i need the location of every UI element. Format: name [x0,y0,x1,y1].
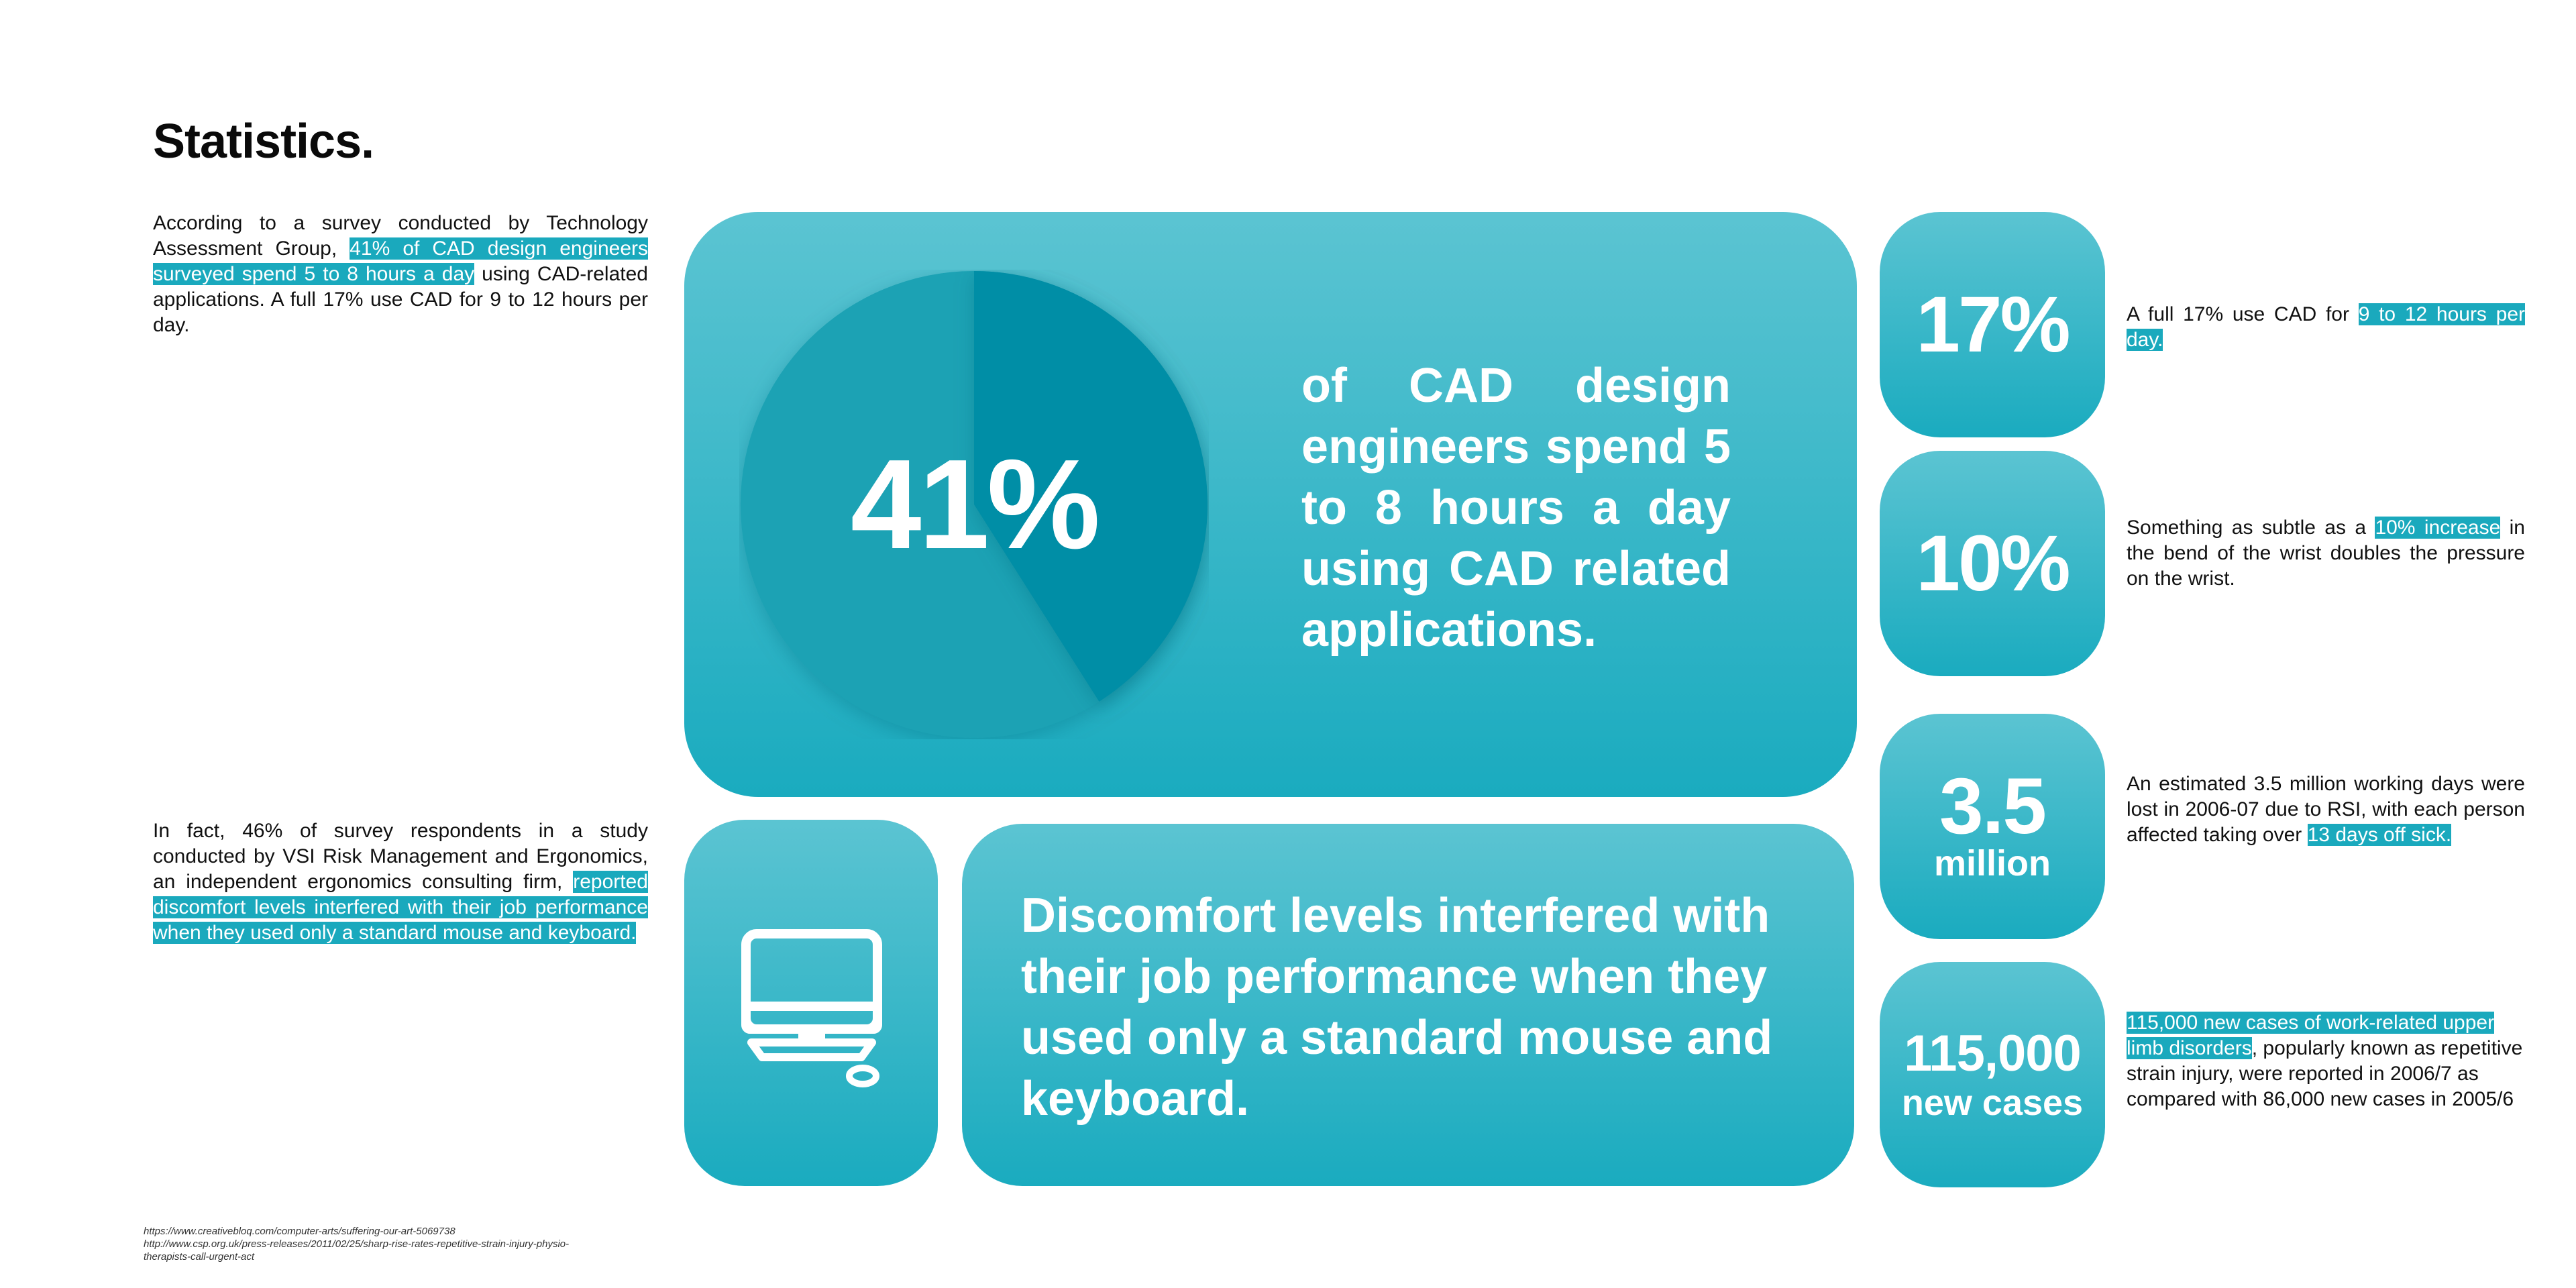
computer-card [684,820,938,1186]
intro-text: According to a survey conducted by Techn… [153,212,648,260]
intro-paragraph: According to a survey conducted by Techn… [153,211,648,338]
stat-10-highlight: 10% increase [2375,517,2501,539]
source-link: http://www.csp.org.uk/press-releases/201… [144,1238,570,1250]
pie-highlight-slice [974,271,1208,702]
pie-chart [741,271,1208,738]
stat-value: 115,000 [1904,1025,2082,1082]
discomfort-card [962,824,1854,1186]
stat-card-115000: 115,000 new cases [1880,962,2105,1187]
stat-3-5-highlight: 13 days off sick. [2307,824,2452,846]
stat-unit: new cases [1901,1083,2084,1123]
stat-115000-text-end: , popularly known as repetitive strain i… [2127,1037,2523,1110]
stat-card-10: 10% [1880,451,2105,676]
stat-17-text: A full 17% use CAD for 9 to 12 hours per… [2127,302,2525,353]
stat-3-5-text: An estimated 3.5 million working days we… [2127,771,2525,848]
source-link: therapists-call-urgent-act [144,1251,255,1263]
stat-card-17: 17% [1880,212,2105,437]
stat-value: 17% [1916,280,2070,369]
stat-card-3-5-million: 3.5 million [1880,714,2105,939]
sources-list: https://www.creativebloq.com/computer-ar… [144,1225,680,1263]
stat-10-text: Something as subtle as a 10% increase in… [2127,515,2525,592]
discomfort-statement: Discomfort levels interfered with their … [1021,889,1773,1126]
intro-text-end: using CAD-related applications. A full 1… [153,263,648,336]
page-title: Statistics. [153,115,374,168]
stat-unit: million [1934,843,2051,883]
stat-10-text-start: Something as subtle as a [2127,517,2375,539]
pie-value-label: 41% [850,433,1100,576]
survey-text: In fact, 46% of survey respondents in a … [153,820,648,893]
computer-monitor-icon [741,929,882,1087]
stat-115000-text: 115,000 new cases of work-related upper … [2127,1010,2525,1112]
stat-3-5-text-start: An estimated 3.5 million working days we… [2127,773,2525,846]
stat-17-text-start: A full 17% use CAD for [2127,303,2359,325]
stat-value: 10% [1916,519,2070,608]
stat-10-text-end: in the bend of the wrist doubles the pre… [2127,517,2525,590]
survey-paragraph: In fact, 46% of survey respondents in a … [153,818,648,946]
main-statement: of CAD design engineers spend 5 to 8 hou… [1301,359,1731,657]
source-link: https://www.creativebloq.com/computer-ar… [144,1226,455,1237]
stat-value: 3.5 [1939,762,2047,851]
